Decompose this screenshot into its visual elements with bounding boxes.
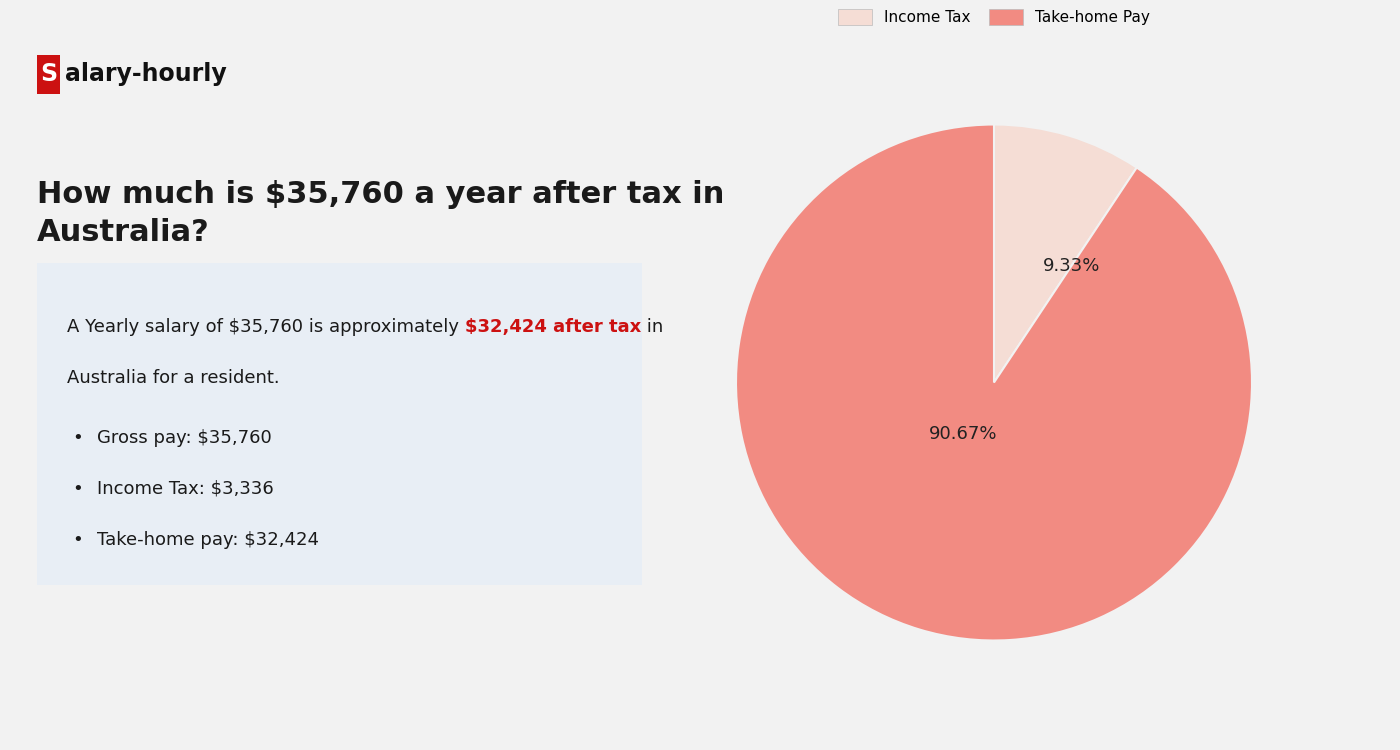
- Wedge shape: [994, 124, 1137, 382]
- Text: Income Tax: $3,336: Income Tax: $3,336: [98, 480, 274, 498]
- Text: $32,424 after tax: $32,424 after tax: [465, 318, 641, 336]
- Text: Take-home pay: $32,424: Take-home pay: $32,424: [98, 531, 319, 549]
- Text: •: •: [71, 429, 83, 447]
- Text: A Yearly salary of $35,760 is approximately: A Yearly salary of $35,760 is approximat…: [67, 318, 465, 336]
- Text: 9.33%: 9.33%: [1043, 257, 1100, 275]
- FancyBboxPatch shape: [36, 55, 60, 94]
- FancyBboxPatch shape: [36, 262, 641, 585]
- Text: •: •: [71, 480, 83, 498]
- Text: alary-hourly: alary-hourly: [66, 62, 227, 86]
- Text: in: in: [641, 318, 664, 336]
- Text: Australia for a resident.: Australia for a resident.: [67, 369, 280, 387]
- Text: •: •: [71, 531, 83, 549]
- Text: Gross pay: $35,760: Gross pay: $35,760: [98, 429, 272, 447]
- Wedge shape: [736, 124, 1252, 640]
- Text: S: S: [39, 62, 57, 86]
- Legend: Income Tax, Take-home Pay: Income Tax, Take-home Pay: [832, 3, 1156, 32]
- Text: How much is $35,760 a year after tax in
Australia?: How much is $35,760 a year after tax in …: [36, 180, 724, 248]
- Text: 90.67%: 90.67%: [928, 425, 997, 443]
